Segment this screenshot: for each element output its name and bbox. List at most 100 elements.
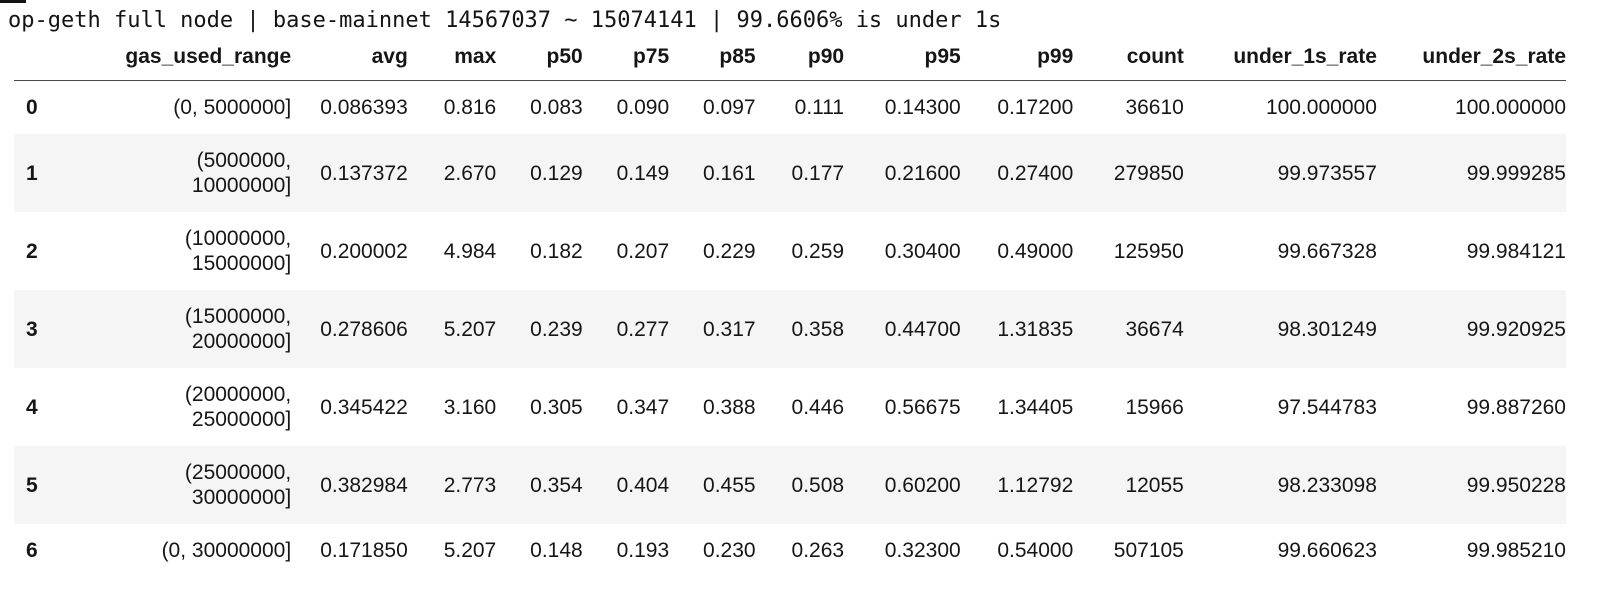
cell-gas_used_range: (15000000, 20000000] <box>184 305 292 353</box>
cell-p90: 0.446 <box>791 395 845 419</box>
cell-p90: 0.358 <box>791 317 845 341</box>
cell-p99: 0.49000 <box>997 239 1074 263</box>
cell-p50: 0.129 <box>530 161 583 185</box>
cell-p50: 0.305 <box>530 395 583 419</box>
output-title: op-geth full node | base-mainnet 1456703… <box>8 8 1002 33</box>
cell-count: 36610 <box>1125 96 1184 119</box>
cell-p99: 1.12792 <box>997 473 1074 497</box>
cell-p75: 0.207 <box>616 239 670 263</box>
cell-p99: 1.31835 <box>997 317 1074 341</box>
dataframe-table: gas_used_range avg max p50 p75 p85 p90 p… <box>14 40 1566 577</box>
cell-count: 15966 <box>1125 395 1184 419</box>
cell-under_2s_rate: 99.985210 <box>1466 539 1566 562</box>
cell-p75: 0.149 <box>616 161 670 185</box>
col-header-gas_used_range: gas_used_range <box>125 45 292 68</box>
cell-p75: 0.090 <box>616 96 670 119</box>
cell-under_2s_rate: 99.984121 <box>1466 239 1566 263</box>
cell-p95: 0.14300 <box>884 96 961 119</box>
row-index: 5 <box>26 473 38 497</box>
cell-under_2s_rate: 99.887260 <box>1466 395 1566 419</box>
table-row: 4 (20000000, 25000000] 0.345422 3.160 0.305 0… <box>14 368 1566 446</box>
cell-avg: 0.382984 <box>320 473 408 497</box>
cell-p85: 0.161 <box>703 161 756 185</box>
table-header: gas_used_range avg max p50 p75 p85 p90 p… <box>14 40 1566 81</box>
table-row: 6 (0, 30000000] 0.171850 5.207 0.148 0.193 0.2… <box>14 524 1566 577</box>
cell-p95: 0.21600 <box>884 161 961 185</box>
cell-under_2s_rate: 99.920925 <box>1466 317 1566 341</box>
cell-under_1s_rate: 99.973557 <box>1277 161 1377 185</box>
cell-gas_used_range: (5000000, 10000000] <box>191 149 292 197</box>
row-index: 3 <box>26 317 38 341</box>
cell-p75: 0.193 <box>616 539 670 562</box>
cell-avg: 0.200002 <box>320 239 408 263</box>
cell-under_1s_rate: 99.660623 <box>1277 539 1377 562</box>
cell-p95: 0.56675 <box>884 395 961 419</box>
cell-under_1s_rate: 98.301249 <box>1277 317 1377 341</box>
cell-max: 2.670 <box>443 161 497 185</box>
row-index: 4 <box>26 395 38 419</box>
cell-p85: 0.230 <box>703 539 756 562</box>
table-row: 2 (10000000, 15000000] 0.200002 4.984 0.182 0… <box>14 212 1566 290</box>
col-header-p95: p95 <box>924 45 961 68</box>
cell-gas_used_range: (0, 30000000] <box>161 539 292 562</box>
cell-p75: 0.347 <box>616 395 670 419</box>
cell-p95: 0.30400 <box>884 239 961 263</box>
cell-max: 3.160 <box>443 395 497 419</box>
col-header-p75: p75 <box>632 45 670 68</box>
table-body: 0 (0, 5000000] 0.086393 0.816 0.083 0.090 0.09… <box>14 81 1566 578</box>
cell-max: 2.773 <box>443 473 497 497</box>
cell-gas_used_range: (0, 5000000] <box>173 96 292 119</box>
header-row: gas_used_range avg max p50 p75 p85 p90 p… <box>14 40 1566 81</box>
cell-avg: 0.345422 <box>320 395 408 419</box>
table-row: 0 (0, 5000000] 0.086393 0.816 0.083 0.090 0.09… <box>14 81 1566 135</box>
cell-under_2s_rate: 99.950228 <box>1466 473 1566 497</box>
cell-gas_used_range: (25000000, 30000000] <box>184 461 292 509</box>
cell-avg: 0.278606 <box>320 317 408 341</box>
cell-p99: 0.17200 <box>997 96 1074 119</box>
row-index: 0 <box>26 96 38 119</box>
cell-p50: 0.083 <box>530 96 583 119</box>
cell-max: 5.207 <box>443 539 497 562</box>
cell-count: 36674 <box>1125 317 1184 341</box>
cell-count: 12055 <box>1125 473 1184 497</box>
col-header-p99: p99 <box>1037 45 1074 68</box>
cell-under_1s_rate: 100.000000 <box>1265 96 1377 119</box>
col-header-p50: p50 <box>546 45 583 68</box>
col-header-p85: p85 <box>719 45 756 68</box>
cell-p75: 0.277 <box>616 317 670 341</box>
cell-p90: 0.177 <box>791 161 845 185</box>
cell-under_1s_rate: 97.544783 <box>1277 395 1377 419</box>
cell-count: 507105 <box>1113 539 1184 562</box>
cell-p85: 0.455 <box>703 473 756 497</box>
col-header-under_1s_rate: under_1s_rate <box>1233 45 1377 68</box>
cell-p95: 0.60200 <box>884 473 961 497</box>
cell-p90: 0.111 <box>794 96 845 119</box>
cell-count: 125950 <box>1113 239 1184 263</box>
cell-gas_used_range: (20000000, 25000000] <box>184 383 292 431</box>
cell-max: 5.207 <box>443 317 497 341</box>
row-index: 1 <box>26 161 38 185</box>
col-header-avg: avg <box>371 45 408 68</box>
cell-p95: 0.32300 <box>884 539 961 562</box>
cell-p85: 0.097 <box>703 96 756 119</box>
col-header-p90: p90 <box>807 45 845 68</box>
cell-p75: 0.404 <box>616 473 670 497</box>
cell-p99: 1.34405 <box>997 395 1074 419</box>
cell-p90: 0.508 <box>791 473 845 497</box>
cell-p50: 0.239 <box>530 317 583 341</box>
col-header-max: max <box>454 45 497 68</box>
cell-p50: 0.148 <box>530 539 583 562</box>
cell-avg: 0.137372 <box>320 161 408 185</box>
table-row: 3 (15000000, 20000000] 0.278606 5.207 0.239 0… <box>14 290 1566 368</box>
cell-avg: 0.086393 <box>320 96 408 119</box>
table-row: 1 (5000000, 10000000] 0.137372 2.670 0.129 0.… <box>14 134 1566 212</box>
col-header-under_2s_rate: under_2s_rate <box>1422 45 1566 68</box>
row-index: 2 <box>26 239 38 263</box>
cell-under_1s_rate: 98.233098 <box>1277 473 1377 497</box>
screen-edge-artifact <box>0 0 26 3</box>
cell-p50: 0.182 <box>530 239 583 263</box>
cell-under_2s_rate: 99.999285 <box>1466 161 1566 185</box>
col-header-count: count <box>1126 45 1184 68</box>
cell-p99: 0.54000 <box>997 539 1074 562</box>
cell-under_2s_rate: 100.000000 <box>1455 96 1566 119</box>
